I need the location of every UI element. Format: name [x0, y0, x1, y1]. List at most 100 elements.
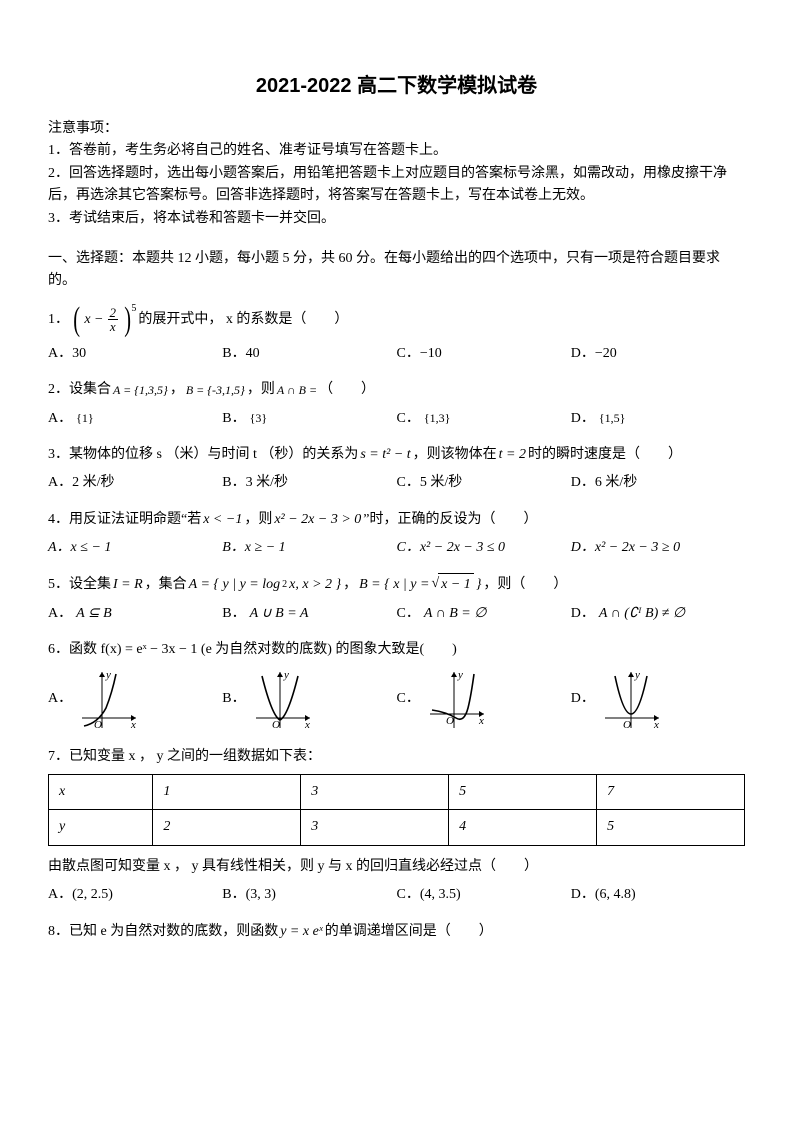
q8-t1: 8．已知 e 为自然对数的底数，则函数: [48, 921, 278, 943]
q5-D-val: A ∩ (∁ᴵ B) ≠ ∅: [599, 603, 685, 625]
q7-opt-a: A．(2, 2.5): [48, 884, 222, 906]
q3-t1: 3．某物体的位移 s （米）与时间 t （秒）的关系为: [48, 444, 358, 466]
q6-graph-d-icon: y x O: [599, 668, 663, 732]
q2-opt-d: D．{1,5}: [571, 408, 745, 430]
q2-setA: A = {1,3,5}: [113, 381, 168, 400]
svg-text:y: y: [457, 669, 463, 681]
q3-t2: ，则该物体在: [413, 444, 497, 466]
q6-text: 6．函数 f(x) = eˣ − 3x − 1 (e 为自然对数的底数) 的图象…: [48, 639, 457, 661]
q6-B-lbl: B．: [222, 688, 245, 710]
q2-then: ，则: [247, 379, 275, 401]
q4-opts: A．x ≤ − 1 B．x ≥ − 1 C．x² − 2x − 3 ≤ 0 D．…: [48, 537, 745, 559]
q1-opt-b: B．40: [222, 343, 396, 365]
q5-A-val: A ⊆ B: [76, 603, 112, 625]
svg-text:y: y: [283, 669, 289, 681]
q3-e2: t = 2: [499, 444, 526, 466]
q7-c12: 3: [301, 775, 449, 810]
q2-B-val: {3}: [250, 409, 268, 428]
q3-e1: s = t² − t: [360, 444, 410, 466]
q6-opt-a: A． y x O: [48, 668, 222, 732]
q5-e3a: B = { x | y =: [359, 574, 429, 596]
lparen-icon: (: [73, 303, 80, 337]
q6: 6．函数 f(x) = eˣ − 3x − 1 (e 为自然对数的底数) 的图象…: [48, 639, 745, 661]
svg-text:x: x: [653, 719, 659, 731]
q6-opt-d: D． y x O: [571, 668, 745, 732]
q4-e1: x < −1: [203, 509, 242, 531]
q1-frac-den: x: [108, 320, 118, 334]
q2-A-val: {1}: [76, 409, 94, 428]
q5-C-val: A ∩ B = ∅: [424, 603, 487, 625]
q5-opt-d: D．A ∩ (∁ᴵ B) ≠ ∅: [571, 603, 745, 625]
q6-graph-b-icon: y x O: [250, 668, 314, 732]
q5-t1: 5．设全集: [48, 574, 111, 596]
q6-A-lbl: A．: [48, 688, 72, 710]
q7-c24: 5: [597, 810, 745, 845]
q5-A-lbl: A．: [48, 603, 72, 625]
q2: 2．设集合 A = {1,3,5} ， B = {-3,1,5} ，则 A ∩ …: [48, 379, 745, 401]
svg-text:O: O: [623, 719, 631, 731]
q1-frac-num: 2: [108, 306, 119, 321]
q2-expr: A ∩ B =: [277, 381, 317, 400]
q7: 7．已知变量 x ， y 之间的一组数据如下表：: [48, 746, 745, 768]
q6-opt-b: B． y x O: [222, 668, 396, 732]
q7-table: x 1 3 5 7 y 2 3 4 5: [48, 774, 745, 846]
q7-c13: 5: [449, 775, 597, 810]
q3-opt-d: D．6 米/秒: [571, 472, 745, 494]
q1-opts: A．30 B．40 C．−10 D．−20: [48, 343, 745, 365]
q4-e2: x² − 2x − 3 > 0: [274, 509, 361, 531]
q1-opt-c: C．−10: [397, 343, 571, 365]
page-title: 2021-2022 高二下数学模拟试卷: [48, 70, 745, 102]
q2-opt-c: C．{1,3}: [397, 408, 571, 430]
notice-1: 1．答卷前，考生务必将自己的姓名、准考证号填写在答题卡上。: [48, 140, 745, 162]
q7-opt-c: C．(4, 3.5): [397, 884, 571, 906]
svg-text:x: x: [304, 719, 310, 731]
svg-text:x: x: [130, 719, 136, 731]
q6-D-lbl: D．: [571, 688, 595, 710]
q7-opt-b: B．(3, 3): [222, 884, 396, 906]
q4-opt-b: B．x ≥ − 1: [222, 537, 396, 559]
svg-text:y: y: [105, 669, 111, 681]
q8-e1: y = x eˣ: [280, 921, 323, 943]
q5-C-lbl: C．: [397, 603, 420, 625]
q5-opt-a: A．A ⊆ B: [48, 603, 222, 625]
svg-text:y: y: [634, 669, 640, 681]
q2-opt-b: B．{3}: [222, 408, 396, 430]
q5-opt-b: B．A ∪ B = A: [222, 603, 396, 625]
notice-2: 2．回答选择题时，选出每小题答案后，用铅笔把答题卡上对应题目的答案标号涂黑，如需…: [48, 163, 745, 208]
q1-num: 1．: [48, 309, 69, 331]
q5: 5．设全集 I = R ，集合 A = { y | y = log2 x, x …: [48, 573, 745, 596]
q5-opts: A．A ⊆ B B．A ∪ B = A C．A ∩ B = ∅ D．A ∩ (∁…: [48, 603, 745, 625]
q3-opt-a: A．2 米/秒: [48, 472, 222, 494]
q2-D-val: {1,5}: [599, 409, 626, 428]
section-1-head: 一、选择题：本题共 12 小题，每小题 5 分，共 60 分。在每小题给出的四个…: [48, 248, 745, 293]
q5-t2: ，集合: [145, 574, 187, 596]
q2-A-lbl: A．: [48, 408, 72, 430]
q6-graph-a-icon: y x O: [76, 668, 140, 732]
q5-e2sub: 2: [282, 577, 287, 593]
notice-3: 3．考试结束后，将本试卷和答题卡一并交回。: [48, 208, 745, 230]
q6-opt-c: C． y x O: [397, 668, 571, 732]
q7-opt-d: D．(6, 4.8): [571, 884, 745, 906]
svg-text:O: O: [272, 719, 280, 731]
q5-B-val: A ∪ B = A: [250, 603, 309, 625]
q1-tail: 的展开式中， x 的系数是（ ）: [138, 309, 348, 331]
q6-opts: A． y x O B． y x O C． y x O: [48, 668, 745, 732]
q1-opt-a: A．30: [48, 343, 222, 365]
q7-c22: 3: [301, 810, 449, 845]
rparen-icon: ): [124, 303, 131, 337]
q1-frac: 2 x: [108, 306, 119, 334]
table-row: y 2 3 4 5: [49, 810, 745, 845]
q6-graph-c-icon: y x O: [424, 668, 488, 732]
notice-head: 注意事项：: [48, 118, 745, 140]
q2-D-lbl: D．: [571, 408, 595, 430]
table-row: x 1 3 5 7: [49, 775, 745, 810]
q5-e2b: x, x > 2 }: [289, 574, 341, 596]
q2-opts: A．{1} B．{3} C．{1,3} D．{1,5}: [48, 408, 745, 430]
q3-opt-b: B．3 米/秒: [222, 472, 396, 494]
q5-t4: ，则（ ）: [483, 574, 567, 596]
q3-opts: A．2 米/秒 B．3 米/秒 C．5 米/秒 D．6 米/秒: [48, 472, 745, 494]
q4-opt-c: C．x² − 2x − 3 ≤ 0: [397, 537, 571, 559]
q7-after: 由散点图可知变量 x ， y 具有线性相关，则 y 与 x 的回归直线必经过点（…: [48, 856, 745, 878]
q2-setB: B = {-3,1,5}: [186, 381, 245, 400]
q7-c21: 2: [153, 810, 301, 845]
